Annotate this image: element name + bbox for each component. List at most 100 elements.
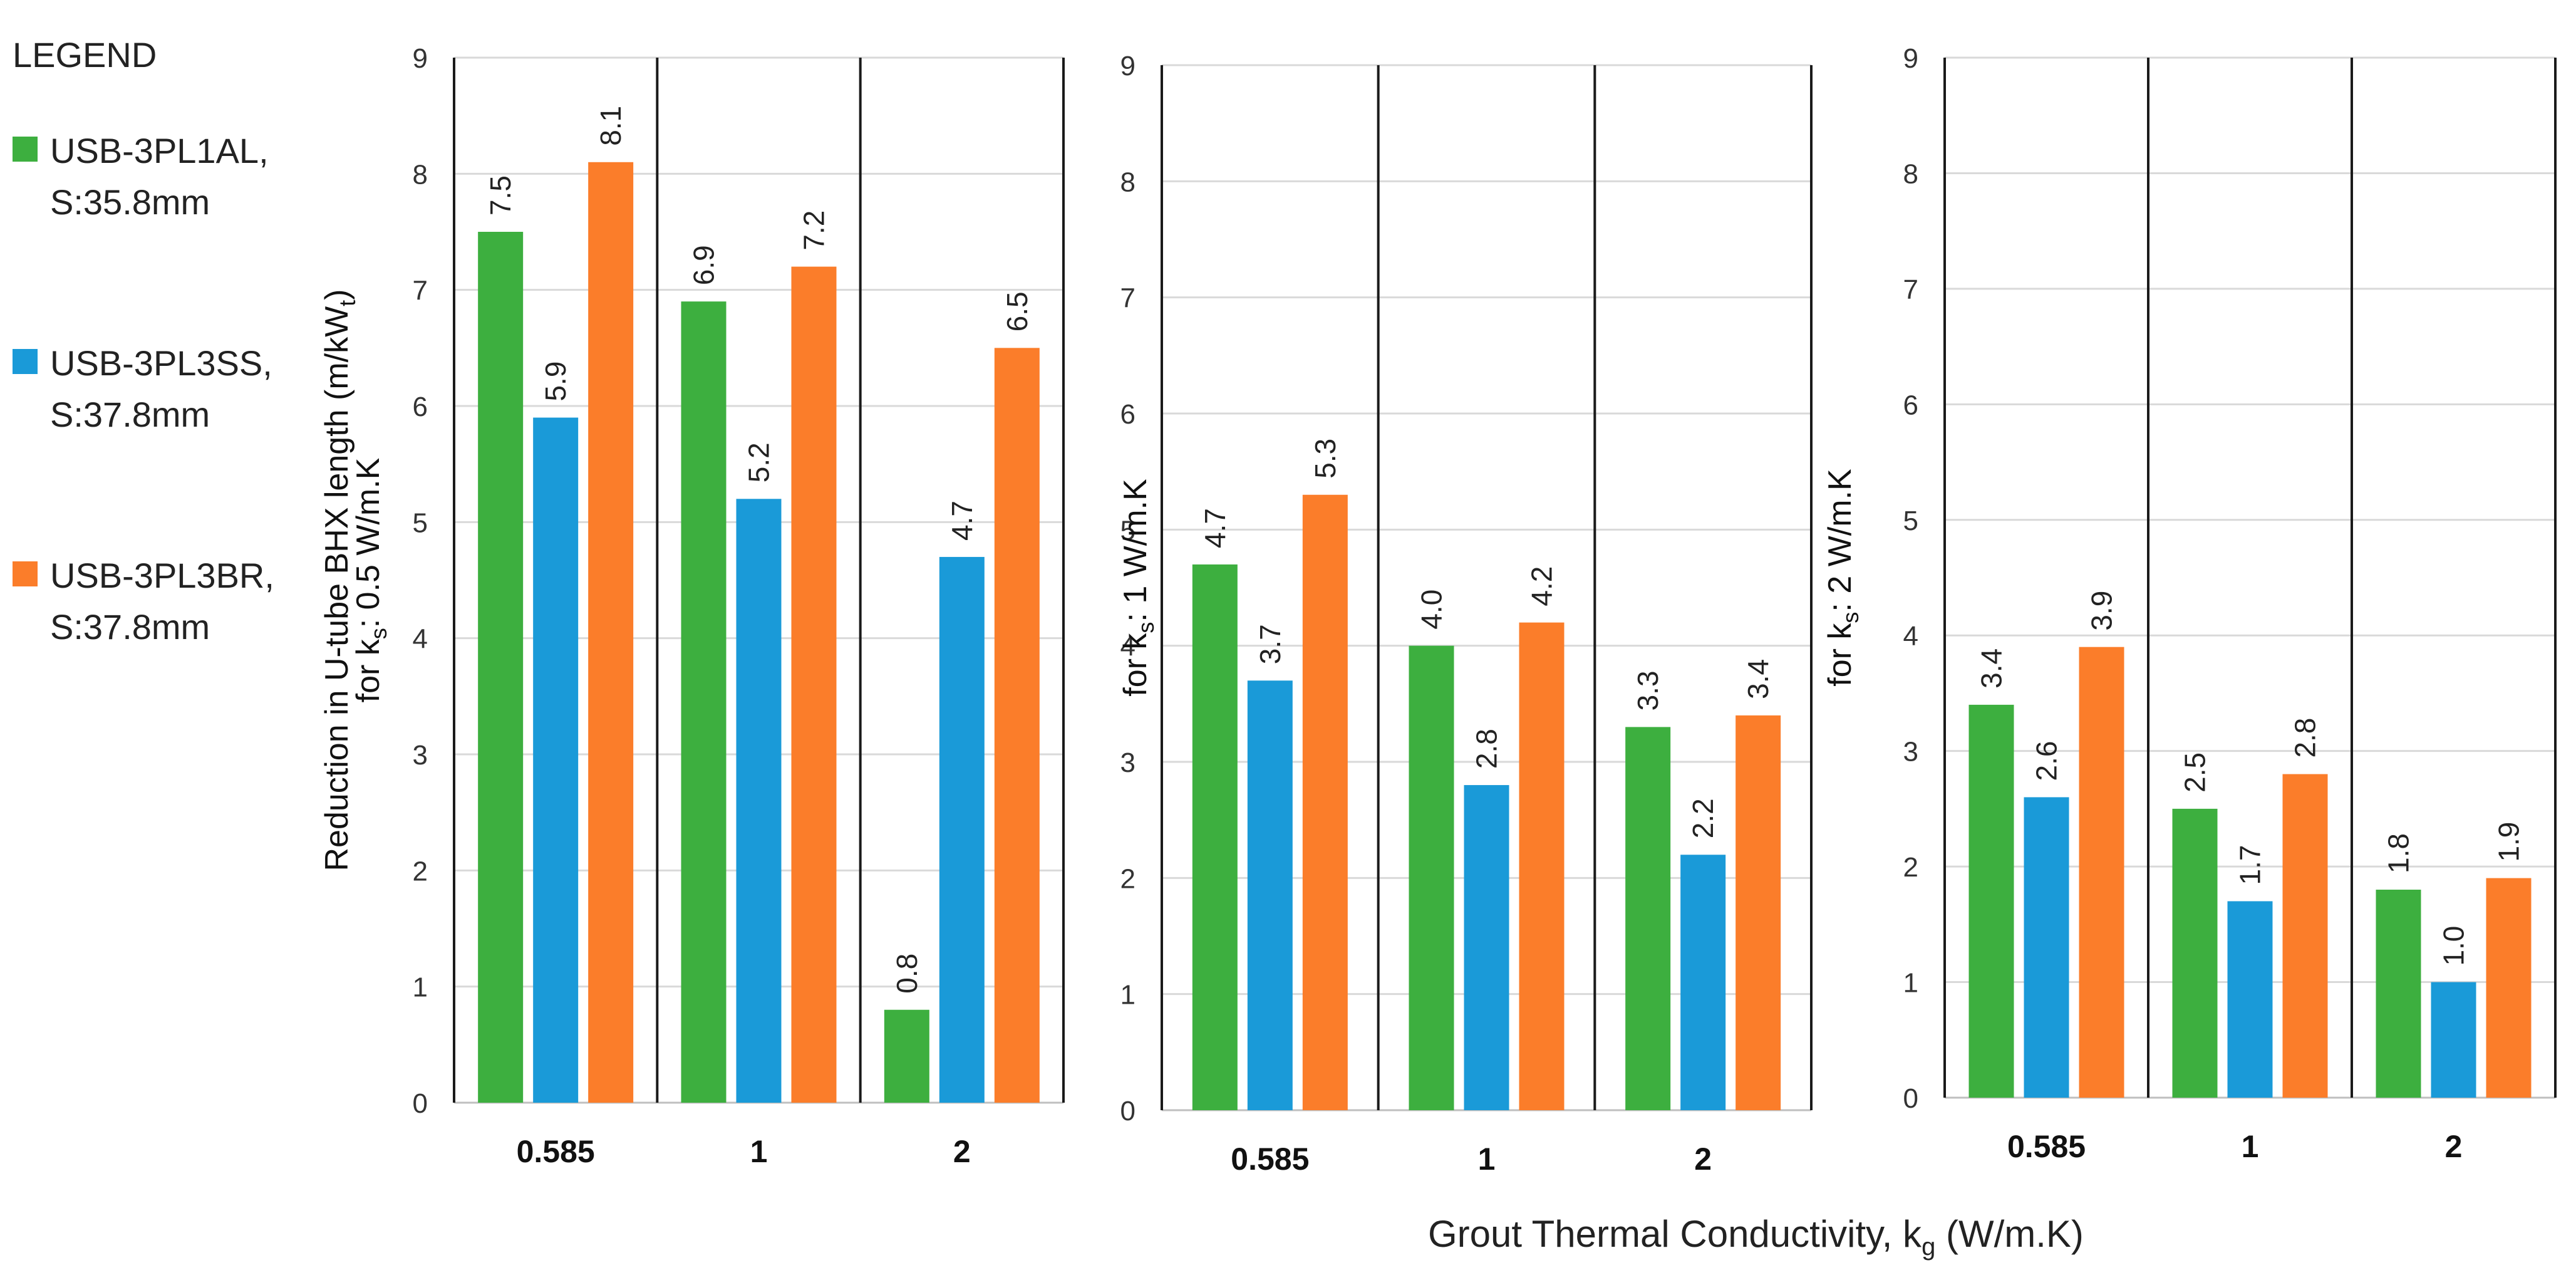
data-label: 2.2 <box>1687 798 1719 838</box>
y-tick-label: 8 <box>413 159 428 190</box>
y-tick-label: 9 <box>1903 43 1918 74</box>
data-label: 1.7 <box>2234 845 2267 885</box>
y-tick-label: 4 <box>413 624 428 655</box>
data-label: 7.5 <box>484 175 517 216</box>
data-label: 5.3 <box>1309 439 1342 479</box>
bar <box>533 417 579 1103</box>
data-label: 4.7 <box>946 501 978 541</box>
legend-item-usb-3pl3ss: USB-3PL3SS, S:37.8mm <box>13 338 288 440</box>
legend-label-line2: S:35.8mm <box>50 182 210 222</box>
bar <box>994 348 1040 1103</box>
bar <box>1247 680 1293 1110</box>
y-tick-label: 6 <box>413 392 428 422</box>
y-tick-label: 5 <box>413 507 428 538</box>
y-tick-label: 6 <box>1903 390 1918 420</box>
legend-label-line1: USB-3PL1AL, <box>50 131 269 170</box>
data-label: 0.8 <box>891 954 923 994</box>
x-tick-label: 1 <box>750 1134 768 1169</box>
x-tick-label: 1 <box>2242 1129 2259 1164</box>
y-axis-title: for ks: 2 W/m.K <box>1822 469 1863 687</box>
data-label: 4.2 <box>1526 566 1558 606</box>
legend-item-usb-3pl3br: USB-3PL3BR, S:37.8mm <box>13 550 288 653</box>
bar <box>1735 715 1781 1110</box>
y-tick-label: 7 <box>413 276 428 306</box>
y-tick-label: 2 <box>1903 852 1918 883</box>
data-label: 3.7 <box>1254 624 1286 664</box>
bar <box>1519 622 1565 1110</box>
y-tick-label: 4 <box>1903 621 1918 652</box>
data-label: 7.2 <box>798 211 830 251</box>
legend-label-line1: USB-3PL3BR, <box>50 556 274 595</box>
data-label: 6.9 <box>688 245 720 285</box>
bar <box>884 1009 929 1103</box>
x-tick-label: 2 <box>1694 1142 1712 1177</box>
y-tick-label: 1 <box>1120 980 1135 1011</box>
y-axis-title: Reduction in U-tube BHX length (m/kWt) <box>319 289 360 871</box>
x-axis-title: Grout Thermal Conductivity, kg (W/m.K) <box>1428 1213 2084 1261</box>
y-tick-label: 1 <box>1903 968 1918 999</box>
legend-label-line1: USB-3PL3SS, <box>50 343 272 383</box>
bar <box>2079 647 2124 1098</box>
data-label: 8.1 <box>594 106 627 146</box>
bar <box>939 556 985 1103</box>
y-tick-label: 6 <box>1120 399 1135 430</box>
x-tick-label: 2 <box>953 1134 971 1169</box>
chart-panel-1: 0 1 2 3 4 5 6 7 8 9 7.5 5.9 8.1 0.585 6.9 5.2 7.2 1 0.8 4.7… <box>319 43 1065 1169</box>
bar <box>1625 727 1671 1110</box>
data-label: 4.7 <box>1199 508 1231 548</box>
legend-swatch-blue <box>13 349 38 374</box>
legend-label-line2: S:37.8mm <box>50 607 210 647</box>
bar <box>2024 797 2069 1098</box>
data-label: 1.8 <box>2382 833 2415 873</box>
data-label: 6.5 <box>1001 291 1033 331</box>
data-label: 5.9 <box>539 362 572 402</box>
y-tick-label: 7 <box>1903 274 1918 305</box>
data-label: 5.2 <box>743 442 775 482</box>
data-label: 2.6 <box>2030 741 2063 781</box>
bar <box>681 301 727 1103</box>
y-tick-label: 1 <box>413 972 428 1003</box>
y-tick-label: 4 <box>1120 632 1135 662</box>
bar <box>791 266 837 1103</box>
y-tick-label: 3 <box>413 740 428 771</box>
data-label: 1.0 <box>2438 926 2470 966</box>
chart-panel-2: 0 1 2 3 4 5 6 7 8 9 4.7 3.7 5.3 0.585 4.0 2.8 4.2 1 3.3 2.2… <box>1117 51 1813 1177</box>
bar <box>2486 878 2532 1098</box>
legend-title: LEGEND <box>13 35 157 75</box>
data-label: 3.3 <box>1632 670 1664 710</box>
y-tick-label: 2 <box>1120 863 1135 894</box>
data-label: 1.9 <box>2493 822 2525 862</box>
x-tick-label: 0.585 <box>2007 1129 2086 1164</box>
bar <box>1968 704 2014 1098</box>
bar <box>1302 494 1348 1110</box>
bar <box>1409 645 1454 1110</box>
legend-swatch-green <box>13 137 38 162</box>
y-tick-label: 3 <box>1903 737 1918 767</box>
y-tick-label: 0 <box>1903 1083 1918 1114</box>
bar <box>2376 890 2421 1098</box>
legend-label-line2: S:37.8mm <box>50 395 210 434</box>
bar <box>736 499 782 1103</box>
bar <box>1680 855 1726 1110</box>
y-tick-label: 8 <box>1903 159 1918 189</box>
bar <box>1192 564 1238 1110</box>
y-tick-label: 2 <box>413 856 428 887</box>
y-axis-title: for ks: 0.5 W/m.K <box>350 457 391 702</box>
y-tick-label: 5 <box>1120 515 1135 546</box>
bar <box>588 162 634 1103</box>
y-tick-label: 0 <box>413 1088 428 1119</box>
bar <box>2282 774 2328 1098</box>
x-tick-label: 1 <box>1478 1142 1496 1177</box>
chart-panel-3: 0 1 2 3 4 5 6 7 8 9 3.4 2.6 3.9 0.585 2.5 1.7 2.8 1 1.8 1.0… <box>1822 43 2557 1164</box>
bar <box>2431 982 2476 1098</box>
y-tick-label: 5 <box>1903 506 1918 536</box>
data-label: 4.0 <box>1415 590 1448 630</box>
data-label: 2.8 <box>1471 729 1503 769</box>
data-label: 3.4 <box>1742 659 1774 699</box>
x-tick-label: 2 <box>2445 1129 2463 1164</box>
x-tick-label: 0.585 <box>1231 1142 1309 1177</box>
bar <box>2172 808 2218 1098</box>
bar <box>1464 785 1509 1110</box>
legend-item-usb-3pl1al: USB-3PL1AL, S:35.8mm <box>13 125 288 228</box>
